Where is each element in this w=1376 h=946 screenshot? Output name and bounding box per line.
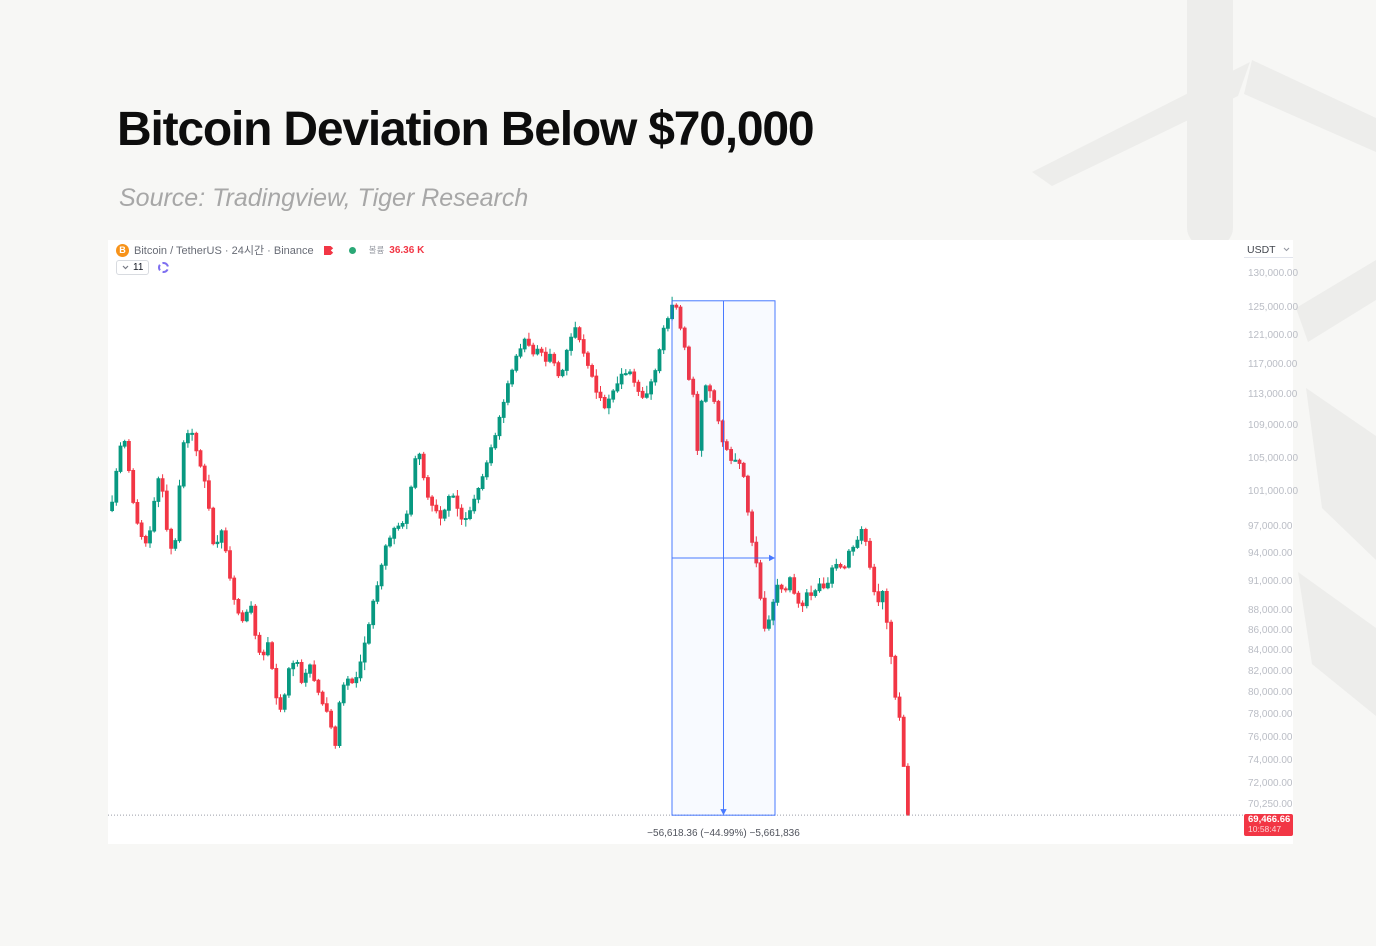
price-axis-label: 109,000.00 <box>1248 420 1299 432</box>
price-axis-label: 70,250.00 <box>1248 799 1293 811</box>
indicator-icon[interactable] <box>158 262 170 273</box>
price-axis-label: 101,000.00 <box>1248 486 1299 498</box>
price-axis-label: 72,000.00 <box>1248 778 1293 790</box>
volume-value: 36.36 K <box>389 244 425 256</box>
price-axis-label: 117,000.00 <box>1248 359 1298 371</box>
interval-selector[interactable]: 11 <box>116 260 150 275</box>
price-axis-label: 113,000.00 <box>1248 389 1298 401</box>
measurement-box[interactable] <box>671 300 776 816</box>
chart-legend-row2: 11 <box>116 260 170 275</box>
price-axis-label: 82,000.00 <box>1248 666 1293 678</box>
last-price-value: 69,466.66 <box>1248 813 1291 825</box>
flag-icon[interactable] <box>323 245 334 256</box>
page-title: Bitcoin Deviation Below $70,000 <box>117 103 815 156</box>
volume-label: 볼륨 <box>368 245 385 255</box>
price-axis[interactable]: 130,000.00 125,000.00 121,000.00 117,000.00… <box>108 240 1298 844</box>
interval-value: 11 <box>133 262 144 273</box>
chevron-down-icon <box>1283 247 1290 252</box>
chart-panel: B Bitcoin / TetherUS · 24시간 · Binance 볼륨… <box>108 240 1298 844</box>
price-axis-label: 86,000.00 <box>1248 624 1293 636</box>
last-price-badge: 69,466.66 10:58:47 <box>1244 813 1293 836</box>
price-axis-label: 84,000.00 <box>1248 645 1293 657</box>
last-price-time: 10:58:47 <box>1248 824 1282 835</box>
chart-legend: B Bitcoin / TetherUS · 24시간 · Binance 볼륨… <box>116 243 424 257</box>
candlestick-chart[interactable] <box>108 240 1293 844</box>
price-axis-label: 78,000.00 <box>1248 709 1293 721</box>
price-axis-label: 121,000.00 <box>1248 330 1299 342</box>
price-axis-label: 91,000.00 <box>1248 576 1293 588</box>
price-axis-label: 97,000.00 <box>1248 521 1293 533</box>
symbol-title[interactable]: Bitcoin / TetherUS · 24시간 · Binance <box>134 245 314 257</box>
bitcoin-logo-icon: B <box>116 243 129 257</box>
price-axis-label: 74,000.00 <box>1248 754 1293 766</box>
currency-label: USDT <box>1247 243 1276 256</box>
price-axis-label: 94,000.00 <box>1248 548 1293 560</box>
price-axis-label: 88,000.00 <box>1248 605 1293 617</box>
up-candles <box>110 296 885 748</box>
price-axis-label: 80,000.00 <box>1248 687 1293 699</box>
price-axis-label: 125,000.00 <box>1248 302 1299 314</box>
price-axis-label: 105,000.00 <box>1248 452 1299 464</box>
market-status-dot-icon <box>348 246 356 254</box>
price-axis-label: 130,000.00 <box>1248 268 1299 280</box>
measurement-label: −56,618.36 (−44.99%) −5,661,836 <box>647 828 800 840</box>
down-candles <box>127 303 910 816</box>
price-axis-label: 76,000.00 <box>1248 731 1293 743</box>
currency-selector-button[interactable]: USDT <box>1244 242 1293 258</box>
source-caption: Source: Tradingview, Tiger Research <box>119 184 529 212</box>
chevron-down-icon <box>122 265 129 270</box>
